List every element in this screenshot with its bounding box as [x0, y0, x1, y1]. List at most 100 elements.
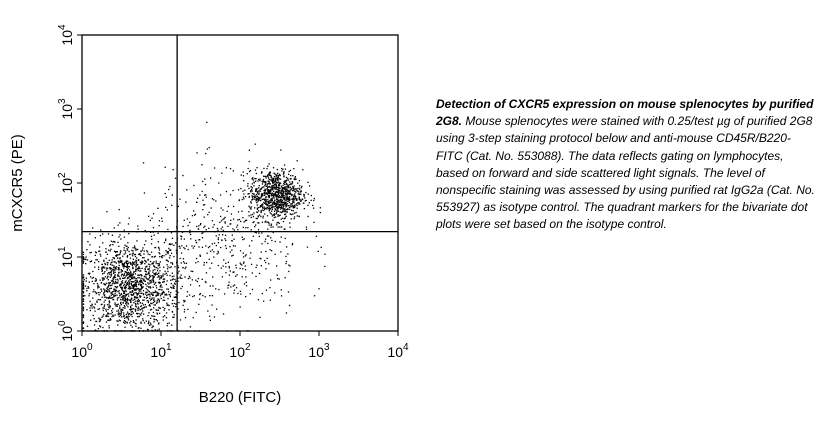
data-point [82, 308, 85, 310]
data-point [276, 206, 278, 208]
data-point [132, 252, 134, 254]
data-point [112, 279, 114, 281]
data-point [274, 253, 276, 255]
data-point [259, 257, 261, 259]
data-point [282, 194, 284, 196]
data-point [131, 326, 133, 328]
data-point [255, 200, 257, 202]
data-point [259, 199, 261, 201]
data-point [95, 252, 98, 254]
data-point [166, 268, 169, 270]
data-point [223, 259, 225, 261]
data-point [249, 257, 251, 259]
data-point [140, 292, 142, 294]
data-point [161, 292, 164, 294]
data-point [275, 181, 277, 183]
data-point [299, 188, 301, 190]
data-point [281, 170, 283, 172]
data-point [256, 211, 259, 214]
data-point [118, 262, 120, 264]
data-point [280, 236, 282, 238]
data-point [137, 248, 139, 251]
data-point [216, 308, 218, 310]
data-point [149, 322, 152, 324]
data-point [140, 281, 142, 283]
data-point [154, 246, 157, 249]
data-point [134, 322, 136, 325]
data-point [293, 189, 295, 191]
data-point [274, 193, 277, 195]
data-point [298, 201, 300, 204]
data-point [296, 160, 298, 162]
data-point [132, 274, 134, 276]
data-point [121, 270, 124, 272]
data-point [279, 201, 281, 203]
data-point [263, 300, 265, 302]
data-point [108, 327, 110, 329]
data-point [134, 246, 136, 248]
data-point [177, 205, 179, 208]
data-point [82, 286, 85, 289]
data-point [111, 261, 113, 263]
data-point [192, 317, 194, 319]
data-point [149, 260, 152, 263]
data-point [183, 262, 186, 264]
caption-body: Mouse splenocytes were stained with 0.25… [436, 114, 815, 232]
data-point [189, 229, 191, 231]
data-point [277, 207, 279, 210]
data-point [281, 211, 283, 214]
data-point [255, 232, 257, 234]
data-point [99, 279, 101, 281]
data-point [284, 193, 286, 195]
data-point [148, 272, 150, 274]
data-point [277, 178, 279, 180]
data-point [156, 270, 159, 272]
data-point [254, 226, 256, 228]
data-point [184, 300, 186, 302]
data-point [104, 283, 106, 285]
data-point [127, 246, 129, 249]
data-point [272, 194, 274, 197]
data-point [123, 249, 125, 251]
data-point [125, 285, 128, 287]
data-point [130, 301, 132, 303]
data-point [177, 277, 179, 279]
data-point [148, 304, 150, 307]
data-point [258, 232, 260, 234]
data-point [161, 276, 163, 278]
data-point [106, 267, 108, 269]
data-point [251, 196, 254, 198]
data-point [285, 312, 288, 314]
data-point [242, 226, 244, 229]
data-point [242, 190, 244, 192]
data-point [269, 171, 271, 173]
data-point [260, 199, 262, 202]
data-point [161, 286, 163, 288]
data-point [262, 198, 265, 200]
data-point [289, 265, 291, 267]
data-point [135, 260, 138, 262]
data-point [166, 288, 168, 290]
data-point [231, 240, 233, 242]
data-point [259, 197, 261, 199]
data-point [116, 299, 119, 301]
data-point [154, 329, 156, 331]
data-point [217, 252, 220, 254]
data-point [283, 208, 285, 210]
data-point [134, 279, 136, 281]
data-point [273, 214, 275, 217]
data-point [160, 256, 163, 258]
data-point [265, 196, 267, 198]
data-point [126, 264, 128, 267]
data-point [98, 317, 100, 319]
data-point [241, 236, 243, 238]
data-point [276, 173, 279, 175]
data-point [155, 294, 158, 297]
data-point [129, 322, 131, 324]
data-point [251, 272, 253, 274]
data-point [96, 283, 99, 285]
data-point [116, 304, 118, 306]
data-point [119, 253, 121, 255]
data-point [102, 279, 104, 281]
data-point [289, 191, 291, 193]
